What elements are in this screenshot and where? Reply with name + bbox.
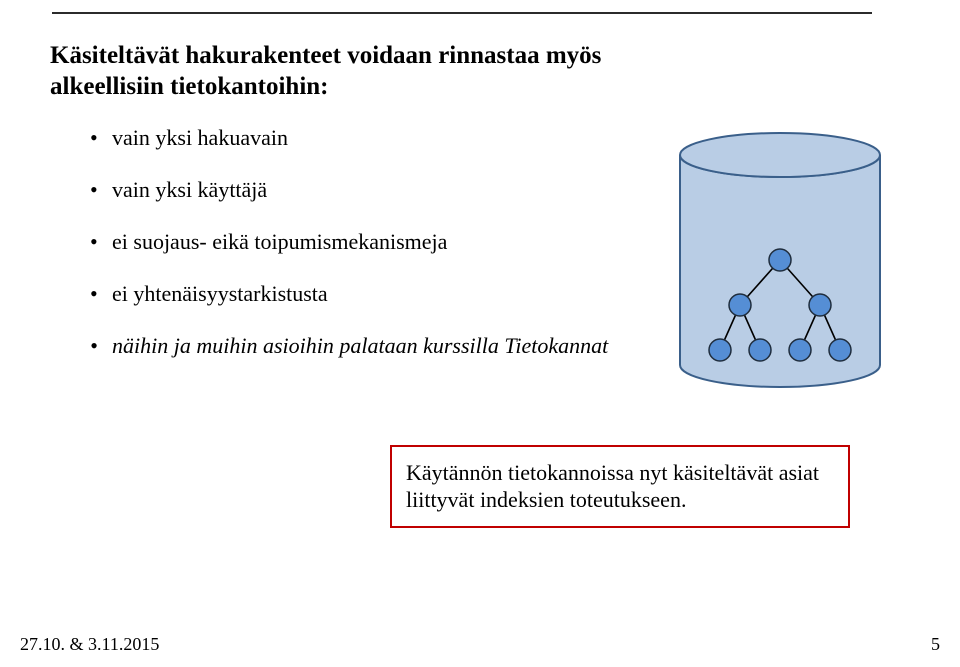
slide-footer: 27.10. & 3.11.2015 5: [20, 634, 940, 655]
bullet-item: vain yksi käyttäjä: [90, 177, 650, 203]
footer-page-number: 5: [931, 634, 940, 655]
bullet-item-italic: näihin ja muihin asioihin palataan kurss…: [90, 333, 650, 359]
content-row: vain yksi hakuavain vain yksi käyttäjä e…: [50, 125, 910, 415]
callout-text: Käytännön tietokannoissa nyt käsiteltävä…: [406, 460, 819, 513]
bullet-item: vain yksi hakuavain: [90, 125, 650, 151]
top-horizontal-rule: [52, 12, 872, 14]
bullet-item: ei yhtenäisyystarkistusta: [90, 281, 650, 307]
title-line-2: alkeellisiin tietokantoihin:: [50, 73, 329, 100]
callout-box: Käytännön tietokannoissa nyt käsiteltävä…: [390, 445, 850, 528]
footer-date: 27.10. & 3.11.2015: [20, 634, 159, 655]
slide-title: Käsiteltävät hakurakenteet voidaan rinna…: [50, 40, 910, 103]
database-diagram: [650, 125, 910, 415]
title-line-1: Käsiteltävät hakurakenteet voidaan rinna…: [50, 42, 601, 69]
bullet-item: ei suojaus- eikä toipumismekanismeja: [90, 229, 650, 255]
database-cylinder-svg: [650, 125, 910, 415]
bullet-list: vain yksi hakuavain vain yksi käyttäjä e…: [50, 125, 650, 385]
